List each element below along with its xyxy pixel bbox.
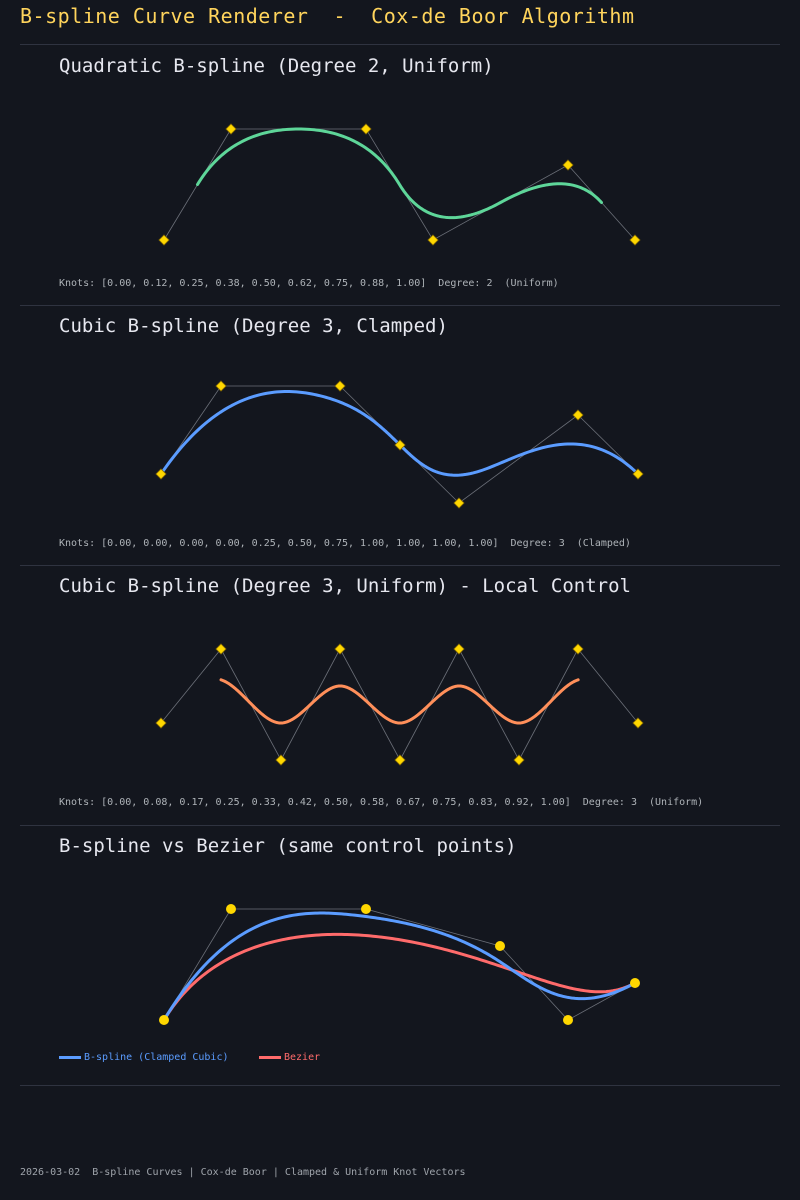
divider [20, 825, 780, 826]
control-point-1 [225, 123, 237, 135]
control-point-4 [394, 754, 406, 766]
control-point-7 [572, 643, 584, 655]
knot-info-clamped-cubic: Knots: [0.00, 0.00, 0.00, 0.00, 0.25, 0.… [59, 538, 631, 549]
control-point-5 [629, 234, 641, 246]
control-point-1 [215, 380, 227, 392]
section-title-clamped-cubic: Cubic B-spline (Degree 3, Clamped) [59, 315, 448, 337]
legend-item-bspline: B-spline (Clamped Cubic) [59, 1052, 229, 1063]
control-point-4 [563, 1015, 573, 1025]
control-point-4 [453, 497, 465, 509]
legend-item-bezier: Bezier [259, 1052, 320, 1063]
control-point-3 [394, 439, 406, 451]
bezier-curve [162, 932, 637, 1022]
bspline-curve [196, 127, 603, 220]
bspline-vs-bezier-diagram [159, 904, 640, 1025]
control-point-2 [334, 380, 346, 392]
section-title-comparison: B-spline vs Bezier (same control points) [59, 835, 517, 857]
knot-info-quadratic: Knots: [0.00, 0.12, 0.25, 0.38, 0.50, 0.… [59, 278, 559, 289]
control-point-6 [513, 754, 525, 766]
control-point-5 [572, 409, 584, 421]
control-point-4 [562, 159, 574, 171]
bspline-curve [219, 678, 580, 725]
control-point-6 [632, 468, 644, 480]
control-point-2 [275, 754, 287, 766]
bspline-curve [159, 390, 640, 477]
section-title-local-control: Cubic B-spline (Degree 3, Uniform) - Loc… [59, 575, 631, 597]
control-point-1 [226, 904, 236, 914]
legend-label-bezier: Bezier [284, 1052, 321, 1063]
footer: 2026-03-02 B-spline Curves | Cox-de Boor… [20, 1167, 466, 1178]
bspline-curve [162, 911, 637, 1022]
legend-label-bspline: B-spline (Clamped Cubic) [84, 1052, 229, 1063]
control-point-5 [453, 643, 465, 655]
divider [20, 1085, 780, 1086]
control-point-3 [427, 234, 439, 246]
legend-swatch-bezier [259, 1056, 281, 1059]
control-point-2 [361, 904, 371, 914]
divider [20, 44, 780, 45]
control-point-0 [159, 1015, 169, 1025]
control-point-8 [632, 717, 644, 729]
local-control-bspline-diagram [155, 643, 644, 766]
control-point-2 [360, 123, 372, 135]
knot-info-local-control: Knots: [0.00, 0.08, 0.17, 0.25, 0.33, 0.… [59, 797, 704, 808]
section-title-quadratic: Quadratic B-spline (Degree 2, Uniform) [59, 55, 494, 77]
control-point-5 [630, 978, 640, 988]
legend-swatch-bspline [59, 1056, 81, 1059]
divider [20, 565, 780, 566]
divider [20, 305, 780, 306]
control-polygon [163, 908, 636, 1021]
clamped-cubic-bspline-diagram [155, 380, 644, 509]
control-point-3 [495, 941, 505, 951]
control-point-3 [334, 643, 346, 655]
control-polygon [160, 648, 639, 761]
quadratic-bspline-diagram [158, 123, 641, 246]
control-point-0 [158, 234, 170, 246]
control-point-1 [215, 643, 227, 655]
control-point-0 [155, 717, 167, 729]
control-point-0 [155, 468, 167, 480]
page-title: B-spline Curve Renderer - Cox-de Boor Al… [20, 4, 635, 28]
